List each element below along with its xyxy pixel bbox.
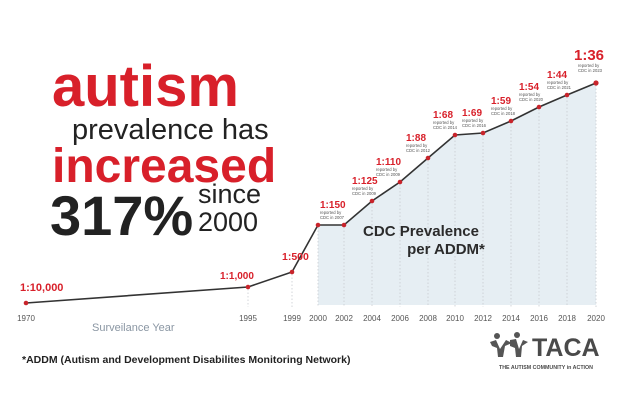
- data-label: 1:1,000: [220, 271, 254, 282]
- headline-since: since: [198, 179, 261, 209]
- data-note: reported by: [578, 63, 600, 68]
- data-note: reported by: [320, 210, 342, 215]
- x-tick-label: 2006: [391, 314, 409, 323]
- x-tick-label: 2010: [446, 314, 464, 323]
- data-point: [452, 132, 458, 138]
- x-tick-label: 1995: [239, 314, 257, 323]
- x-tick-label: 2012: [474, 314, 492, 323]
- headline-autism: autism: [52, 54, 239, 119]
- data-note: CDC in 2009: [376, 172, 401, 177]
- headline-percent: 317%: [50, 184, 193, 247]
- data-note: reported by: [406, 143, 428, 148]
- x-tick-label: 2020: [587, 314, 605, 323]
- data-note: CDC in 2016: [462, 123, 487, 128]
- data-label: 1:88: [406, 133, 426, 144]
- taca-logo: TACA THE AUTISM COMMUNITY in ACTION: [490, 332, 600, 371]
- data-point: [508, 118, 514, 124]
- data-point: [536, 104, 542, 110]
- data-label: 1:125: [352, 176, 378, 187]
- headline-increased: increased: [52, 140, 276, 193]
- x-tick-label: 2008: [419, 314, 437, 323]
- data-label: 1:36: [574, 47, 604, 64]
- data-label: 1:150: [320, 200, 346, 211]
- data-note: reported by: [519, 92, 541, 97]
- data-label: 1:68: [433, 110, 453, 121]
- area-fill: [318, 83, 596, 305]
- series-line: [25, 82, 597, 304]
- data-note: reported by: [433, 120, 455, 125]
- data-point: [425, 155, 431, 161]
- data-label: 1:110: [376, 157, 401, 168]
- data-note: reported by: [462, 118, 484, 123]
- x-tick-label: 2016: [530, 314, 548, 323]
- data-note: reported by: [547, 80, 569, 85]
- data-label: 1:69: [462, 108, 482, 119]
- data-note: CDC in 2009: [352, 191, 377, 196]
- data-note: CDC in 2021: [547, 85, 572, 90]
- x-tick-label: 1999: [283, 314, 301, 323]
- x-tick-label: 2002: [335, 314, 353, 323]
- data-note: reported by: [491, 106, 513, 111]
- data-point: [369, 198, 375, 204]
- x-tick-label: 2018: [558, 314, 576, 323]
- data-point: [341, 222, 347, 228]
- data-point: [315, 222, 321, 228]
- logo-tagline: THE AUTISM COMMUNITY in ACTION: [499, 365, 593, 371]
- data-point: [245, 284, 251, 290]
- data-label: 1:10,000: [20, 282, 63, 294]
- data-point: [397, 179, 403, 185]
- data-point: [289, 269, 295, 275]
- area-label-line2: per ADDM*: [407, 241, 485, 258]
- data-label: 1:500: [282, 251, 309, 263]
- footnote: *ADDM (Autism and Development Disabilite…: [22, 354, 350, 366]
- x-tick-label: 2000: [309, 314, 327, 323]
- data-label: 1:59: [491, 96, 511, 107]
- data-point: [593, 80, 599, 86]
- gridlines: [247, 85, 597, 307]
- x-tick-label: 2014: [502, 314, 520, 323]
- x-tick-label: 2004: [363, 314, 381, 323]
- headline-prevalence: prevalence has: [72, 114, 269, 146]
- area-label-line1: CDC Prevalence: [363, 223, 479, 240]
- data-point: [564, 92, 570, 98]
- data-note: CDC in 2012: [406, 148, 431, 153]
- data-point: [480, 130, 486, 136]
- x-tick-label: 1970: [17, 314, 35, 323]
- logo-name: TACA: [532, 334, 600, 362]
- data-note: CDC in 2020: [519, 97, 544, 102]
- data-label: 1:54: [519, 82, 539, 93]
- x-tick-labels: 1970 1995 1999 2000 2002 2004 2006 2008 2010 2012…: [17, 314, 605, 323]
- data-note: CDC in 2023: [578, 68, 603, 73]
- headline-year: 2000: [198, 207, 258, 237]
- data-note: CDC in 2018: [491, 111, 516, 116]
- data-point: [23, 300, 29, 306]
- data-note: reported by: [376, 167, 398, 172]
- data-note: CDC in 2014: [433, 125, 458, 130]
- x-axis-label: Surveilance Year: [92, 322, 175, 334]
- figures-icon: [490, 332, 528, 357]
- data-label: 1:44: [547, 70, 567, 81]
- data-note: reported by: [352, 186, 374, 191]
- data-note: CDC in 2007: [320, 215, 345, 220]
